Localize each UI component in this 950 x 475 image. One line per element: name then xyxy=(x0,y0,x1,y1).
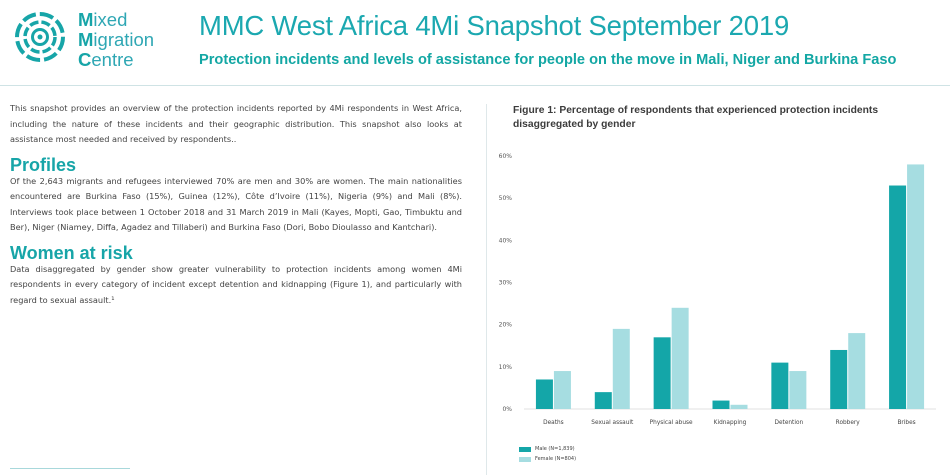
intro-paragraph: This snapshot provides an overview of th… xyxy=(10,103,462,144)
legend-swatch-female xyxy=(519,457,531,462)
text-column: This snapshot provides an overview of th… xyxy=(10,101,462,308)
footnote-divider xyxy=(10,468,130,469)
x-tick-label: Sexual assault xyxy=(591,420,634,426)
header-divider xyxy=(0,85,950,86)
bar-female xyxy=(730,404,748,409)
chart-legend: Male (N=1,839) Female (N=804) xyxy=(519,446,599,468)
y-tick-label: 0% xyxy=(502,406,512,413)
bar-male xyxy=(653,337,671,409)
mmc-logo: Mixed Migration Centre xyxy=(14,9,189,75)
legend-swatch-male xyxy=(519,447,531,452)
legend-label-male: Male (N=1,839) xyxy=(535,446,575,452)
page-subtitle: Protection incidents and levels of assis… xyxy=(199,52,897,68)
bar-chart: 0% 10% 20% 30% 40% 50% 60% Deaths Sexual assault… xyxy=(499,153,936,426)
x-tick-label: Robbery xyxy=(836,420,861,426)
y-tick-label: 10% xyxy=(499,364,513,371)
x-tick-label: Kidnapping xyxy=(714,420,747,426)
x-tick-label: Deaths xyxy=(543,420,564,426)
bar-male xyxy=(535,379,553,409)
logo-wordmark: Mixed Migration Centre xyxy=(78,9,155,70)
x-tick-label: Detention xyxy=(775,420,804,426)
bar-female xyxy=(612,328,630,409)
bar-male xyxy=(771,362,789,409)
section-heading-profiles: Profiles xyxy=(10,154,77,175)
y-tick-label: 20% xyxy=(499,322,513,329)
bar-female xyxy=(848,333,866,409)
mmc-logo-emblem-icon xyxy=(15,12,65,62)
bar-male xyxy=(712,400,730,409)
women-at-risk-paragraph: Data disaggregated by gender show greate… xyxy=(10,263,462,305)
bar-female xyxy=(789,371,807,409)
figure-title: Figure 1: Percentage of respondents that… xyxy=(513,105,879,130)
bar-female xyxy=(553,371,571,409)
bar-male xyxy=(889,185,907,409)
bar-male xyxy=(830,349,848,409)
page-title: MMC West Africa 4Mi Snapshot September 2… xyxy=(199,10,790,41)
bar-female xyxy=(907,164,925,409)
y-tick-label: 60% xyxy=(499,153,513,160)
section-heading-women-at-risk: Women at risk xyxy=(10,242,133,263)
y-tick-label: 40% xyxy=(499,237,513,244)
profiles-paragraph: Of the 2,643 migrants and refugees inter… xyxy=(10,175,462,233)
x-tick-label: Physical abuse xyxy=(650,420,693,426)
page-header: Mixed Migration Centre MMC West Africa 4… xyxy=(0,0,950,86)
y-tick-label: 30% xyxy=(499,280,513,287)
bar-female xyxy=(671,307,689,409)
legend-label-female: Female (N=804) xyxy=(535,456,577,462)
column-divider xyxy=(486,104,487,475)
x-tick-label: Bribes xyxy=(897,420,915,426)
y-tick-label: 50% xyxy=(499,195,513,202)
bar-male xyxy=(594,392,612,409)
